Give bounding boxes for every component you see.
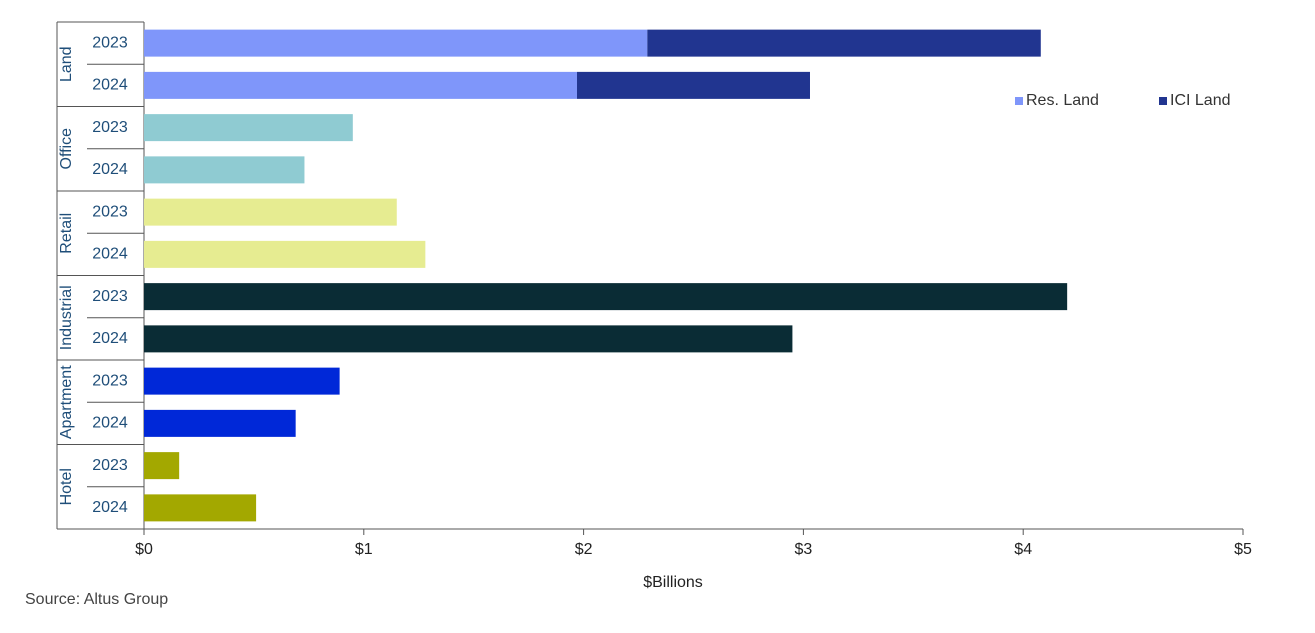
x-tick-label: $1 bbox=[355, 541, 373, 558]
bar bbox=[144, 409, 296, 437]
category-label: 2024 bbox=[92, 161, 128, 178]
bar-segment bbox=[577, 71, 810, 99]
x-tick-label: $0 bbox=[135, 541, 153, 558]
group-label: Apartment bbox=[58, 365, 75, 439]
group-label: Land bbox=[58, 46, 75, 82]
group-label: Industrial bbox=[58, 285, 75, 350]
bar bbox=[144, 367, 340, 395]
category-label: 2024 bbox=[92, 330, 128, 347]
legend-swatch bbox=[1159, 97, 1167, 105]
category-label: 2024 bbox=[92, 499, 128, 516]
x-axis-title: $Billions bbox=[643, 574, 703, 591]
x-tick-label: $3 bbox=[795, 541, 813, 558]
source-note: Source: Altus Group bbox=[25, 591, 168, 608]
category-label: 2023 bbox=[92, 288, 128, 305]
category-label: 2023 bbox=[92, 119, 128, 136]
category-label: 2023 bbox=[92, 372, 128, 389]
legend-swatch bbox=[1015, 97, 1023, 105]
bar bbox=[144, 114, 353, 142]
legend-label: Res. Land bbox=[1026, 92, 1099, 109]
legend-label: ICI Land bbox=[1170, 92, 1230, 109]
group-label: Retail bbox=[58, 213, 75, 254]
x-tick-label: $4 bbox=[1014, 541, 1032, 558]
bar bbox=[144, 198, 397, 226]
category-label: 2023 bbox=[92, 457, 128, 474]
category-label: 2023 bbox=[92, 34, 128, 51]
bar bbox=[144, 452, 180, 480]
category-label: 2024 bbox=[92, 246, 128, 263]
category-label: 2024 bbox=[92, 77, 128, 94]
bar-segment bbox=[144, 71, 578, 99]
bar bbox=[144, 240, 426, 268]
bar bbox=[144, 494, 257, 522]
bar bbox=[144, 325, 793, 353]
category-label: 2023 bbox=[92, 203, 128, 220]
bar-segment bbox=[647, 29, 1041, 57]
bar bbox=[144, 156, 305, 184]
x-tick-label: $2 bbox=[575, 541, 593, 558]
group-label: Hotel bbox=[58, 468, 75, 505]
group-label: Office bbox=[58, 128, 75, 170]
x-tick-label: $5 bbox=[1234, 541, 1252, 558]
bar-segment bbox=[144, 29, 648, 57]
bar bbox=[144, 283, 1068, 311]
category-label: 2024 bbox=[92, 415, 128, 432]
